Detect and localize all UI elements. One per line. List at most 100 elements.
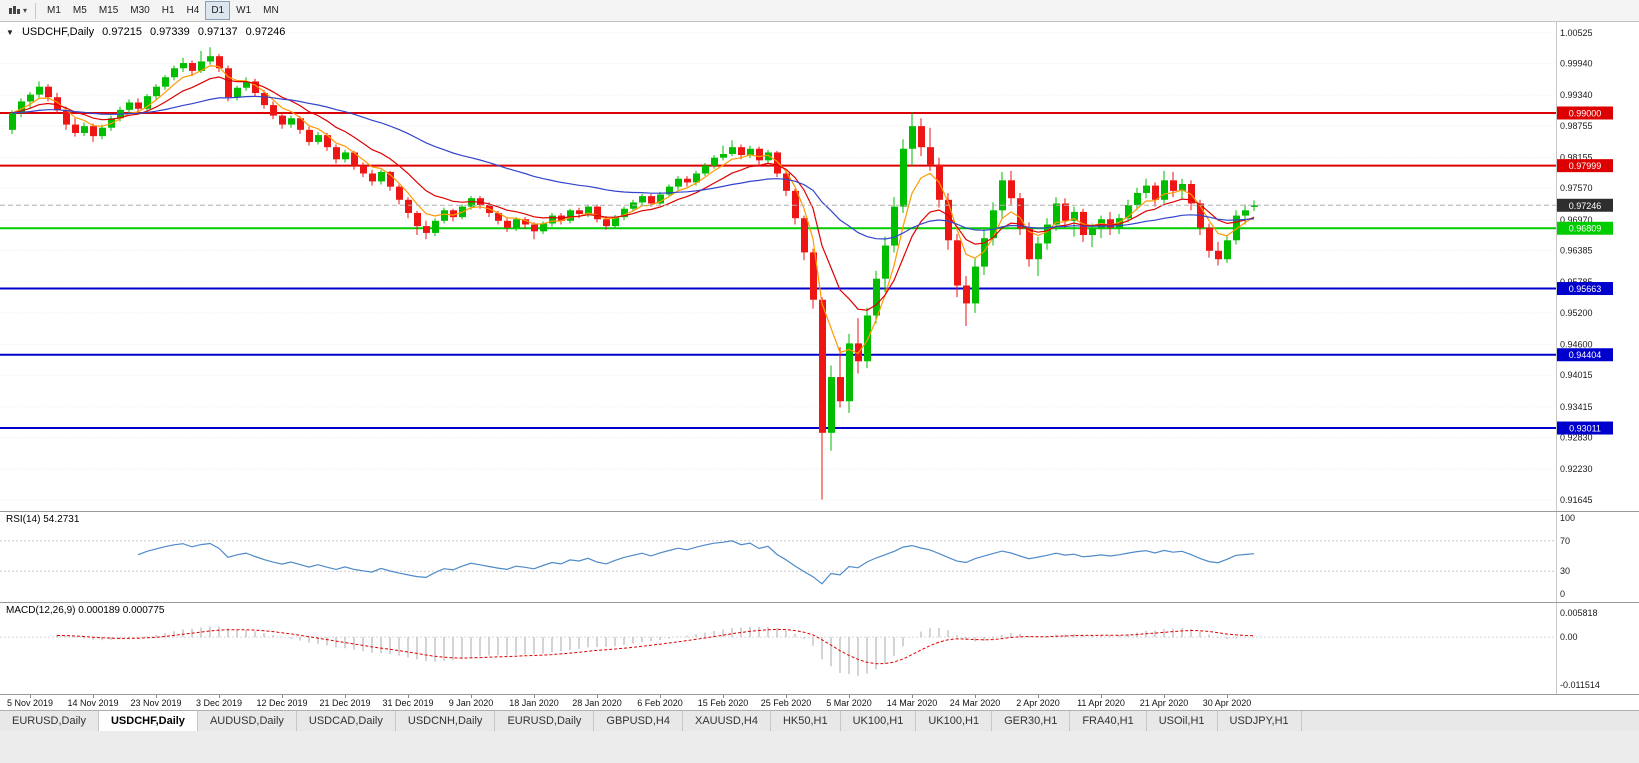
svg-text:0.91645: 0.91645: [1560, 495, 1593, 505]
date-tick: [471, 695, 472, 698]
date-tick: [156, 695, 157, 698]
timeframe-button-m5[interactable]: M5: [72, 5, 87, 16]
date-tick: [534, 695, 535, 698]
macd-label: MACD(12,26,9) 0.000189 0.000775: [6, 605, 165, 616]
chart-title: ▼ USDCHF,Daily 0.97215 0.97339 0.97137 0…: [6, 26, 290, 38]
date-axis[interactable]: 5 Nov 2019 14 Nov 2019 23 Nov 2019 3 Dec 20…: [0, 694, 1639, 710]
date-tick: [660, 695, 661, 698]
svg-text:1.00525: 1.00525: [1560, 28, 1593, 38]
svg-text:0.93011: 0.93011: [1569, 424, 1601, 434]
rsi-panel[interactable]: 100 70 30 0 RSI(14) 54.2731: [0, 511, 1639, 602]
timeframe-button-mn[interactable]: MN: [263, 5, 279, 16]
date-axis-label: 6 Feb 2020: [637, 698, 683, 708]
date-tick: [849, 695, 850, 698]
timeframe-button-m15[interactable]: M15: [98, 5, 119, 16]
date-axis-label: 30 Apr 2020: [1202, 698, 1252, 708]
macd-panel[interactable]: 0.005818 0.00 -0.011514 MACD(12,26,9) 0.00…: [0, 602, 1639, 694]
chart-tab-hk50-h1[interactable]: HK50,H1: [770, 711, 841, 731]
date-axis-label: 28 Jan 2020: [572, 698, 622, 708]
date-tick: [219, 695, 220, 698]
date-tick: [597, 695, 598, 698]
svg-text:100: 100: [1560, 513, 1575, 523]
date-tick: [282, 695, 283, 698]
svg-text:0.97246: 0.97246: [1569, 201, 1602, 211]
chart-tab-bar: EURUSD,Daily USDCHF,Daily AUDUSD,Daily USDC…: [0, 710, 1639, 731]
svg-text:0.94404: 0.94404: [1569, 350, 1602, 360]
chart-symbol-period: USDCHF,Daily: [21, 26, 95, 38]
timeframe-button-m1[interactable]: M1: [47, 5, 61, 16]
svg-text:0.98155: 0.98155: [1560, 152, 1593, 162]
svg-text:0.93415: 0.93415: [1560, 402, 1593, 412]
svg-text:0.97999: 0.97999: [1569, 161, 1602, 171]
svg-text:70: 70: [1560, 536, 1570, 546]
main-chart-panel[interactable]: 1.00525 0.99940 0.99340 0.98755 0.98155 0.975…: [0, 22, 1639, 511]
ohlc-high: 0.97339: [150, 26, 190, 38]
macd-chart-canvas[interactable]: 0.005818 0.00 -0.011514: [0, 603, 1639, 694]
svg-text:0.005818: 0.005818: [1560, 608, 1598, 618]
date-axis-label: 5 Nov 2019: [6, 698, 54, 708]
chart-tab-eurusd-daily[interactable]: EURUSD,Daily: [495, 711, 595, 731]
chart-tab-fra40-h1[interactable]: FRA40,H1: [1070, 711, 1147, 731]
date-tick: [408, 695, 409, 698]
chart-tab-audusd-daily[interactable]: AUDUSD,Daily: [197, 711, 297, 731]
candlestick-chart-canvas[interactable]: 1.00525 0.99940 0.99340 0.98755 0.98155 0.975…: [0, 22, 1639, 511]
chart-tab-ger30-h1[interactable]: GER30,H1: [992, 711, 1071, 731]
timeframe-button-w1[interactable]: W1: [236, 5, 252, 16]
date-axis-label: 9 Jan 2020: [448, 698, 494, 708]
timeframe-button-d1[interactable]: D1: [205, 1, 231, 20]
date-tick: [912, 695, 913, 698]
svg-text:0.92230: 0.92230: [1560, 464, 1593, 474]
svg-text:0.95663: 0.95663: [1569, 284, 1602, 294]
timeframe-button-h4[interactable]: H4: [186, 5, 200, 16]
chart-tab-uk100-h1[interactable]: UK100,H1: [916, 711, 993, 731]
chart-tab-usdcnh-daily[interactable]: USDCNH,Daily: [395, 711, 496, 731]
chart-tab-eurusd-daily[interactable]: EURUSD,Daily: [0, 711, 99, 731]
date-axis-label: 3 Dec 2019: [195, 698, 243, 708]
timeframe-button-h1[interactable]: H1: [161, 5, 175, 16]
chart-tab-usdcad-daily[interactable]: USDCAD,Daily: [296, 711, 396, 731]
toolbar-separator: [35, 2, 37, 19]
date-axis-label: 31 Dec 2019: [382, 698, 434, 708]
svg-text:0.94015: 0.94015: [1560, 370, 1593, 380]
date-axis-label: 23 Nov 2019: [130, 698, 182, 708]
svg-text:0.96809: 0.96809: [1569, 224, 1602, 234]
chart-tab-usdchf-daily[interactable]: USDCHF,Daily: [98, 711, 198, 731]
chart-tab-usoil-h1[interactable]: USOil,H1: [1146, 711, 1218, 731]
svg-text:0.96385: 0.96385: [1560, 246, 1593, 256]
date-tick: [1101, 695, 1102, 698]
date-tick: [30, 695, 31, 698]
rsi-label: RSI(14) 54.2731: [6, 514, 80, 525]
chart-tab-gbpusd-h4[interactable]: GBPUSD,H4: [594, 711, 683, 731]
ohlc-close: 0.97246: [245, 26, 286, 38]
rsi-chart-canvas[interactable]: 100 70 30 0: [0, 512, 1639, 602]
date-axis-label: 11 Apr 2020: [1077, 698, 1125, 708]
date-axis-label: 12 Dec 2019: [256, 698, 308, 708]
date-axis-label: 25 Feb 2020: [760, 698, 812, 708]
svg-text:30: 30: [1560, 566, 1570, 576]
date-tick: [93, 695, 94, 698]
status-bar: [0, 731, 1639, 763]
chart-tab-xauusd-h4[interactable]: XAUUSD,H4: [682, 711, 771, 731]
svg-text:0.94600: 0.94600: [1560, 339, 1593, 349]
collapse-arrow-icon[interactable]: ▼: [6, 28, 14, 37]
date-tick: [975, 695, 976, 698]
ohlc-low: 0.97137: [197, 26, 238, 38]
toolbar: ▾ M1 M5 M15 M30 H1 H4 D1 W1 MN: [0, 0, 1639, 22]
chart-type-icon: [9, 6, 20, 14]
chart-type-button[interactable]: ▾: [5, 3, 30, 18]
date-axis-label: 14 Nov 2019: [67, 698, 119, 708]
svg-text:0.92830: 0.92830: [1560, 433, 1593, 443]
svg-text:0.98755: 0.98755: [1560, 121, 1593, 131]
date-tick: [1227, 695, 1228, 698]
chart-tab-uk100-h1[interactable]: UK100,H1: [840, 711, 917, 731]
svg-text:0: 0: [1560, 589, 1565, 599]
date-tick: [1164, 695, 1165, 698]
date-axis-label: 2 Apr 2020: [1016, 698, 1060, 708]
timeframe-button-m30[interactable]: M30: [130, 5, 150, 16]
svg-text:0.95200: 0.95200: [1560, 308, 1593, 318]
chart-tab-usdjpy-h1[interactable]: USDJPY,H1: [1217, 711, 1302, 731]
svg-text:0.99940: 0.99940: [1560, 59, 1593, 69]
date-axis-label: 24 Mar 2020: [949, 698, 1001, 708]
date-tick: [723, 695, 724, 698]
